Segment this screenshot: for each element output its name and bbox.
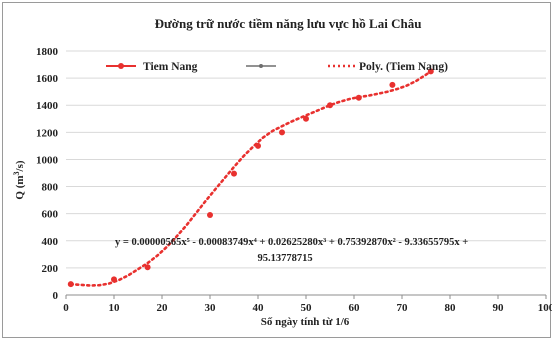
data-point [207,212,213,219]
y-tick-label: 1600 [36,73,59,85]
x-tick-label: 40 [253,302,265,314]
y-tick-label: 1400 [36,100,59,112]
data-point [231,170,237,177]
y-tick-labels: 0 200 400 600 800 1000 1200 1400 1600 1800 [36,46,59,302]
y-tick-label: 1000 [36,154,59,166]
y-tick-label: 1200 [36,127,59,139]
x-tick-label: 30 [205,302,217,314]
x-tick-label: 70 [397,302,409,314]
legend-label-poly: Poly. (Tiem Nang) [359,61,448,73]
x-tick-label: 60 [349,302,361,314]
y-tick-label: 200 [42,263,59,275]
x-tick-label: 0 [63,302,69,314]
legend-item-gray [246,64,276,68]
x-tick-label: 100 [538,302,552,314]
data-point [111,276,117,283]
y-axis-label: Q (m3/s) [12,160,26,199]
legend-item-poly: Poly. (Tiem Nang) [328,61,448,73]
data-point [144,264,151,271]
chart-title: Đường trữ nước tiềm năng lưu vực hồ Lai … [155,16,422,31]
x-tick-label: 10 [109,302,121,314]
x-tick-labels: 0 10 20 30 40 50 60 70 80 90 100 [63,302,552,314]
data-point [303,115,309,122]
tiem-nang-series [67,68,434,288]
x-axis-label: Số ngày tính từ 1/6 [261,316,350,328]
chart-canvas: Đường trữ nước tiềm năng lưu vực hồ Lai … [12,16,552,328]
y-tick-label: 800 [42,182,59,194]
x-tick-label: 50 [301,302,313,314]
y-tick-label: 400 [42,236,59,248]
legend-item-tiem-nang: Tiem Nang [106,61,198,73]
data-point [355,94,362,101]
grid-lines [66,50,546,269]
data-point [327,102,333,109]
trendline-equation-line2: 95.13778715 [257,253,312,264]
legend: Tiem Nang Poly. (Tiem Nang) [106,61,448,73]
data-point [67,281,74,288]
axes [65,294,547,299]
poly-trend-series [69,70,433,287]
y-tick-label: 600 [42,209,59,221]
trendline-equation-line1: y = 0.00000565x⁵ - 0.00083749x⁴ + 0.0262… [115,237,468,248]
data-point [255,142,261,149]
x-tick-label: 90 [493,302,505,314]
x-tick-label: 20 [157,302,169,314]
y-tick-label: 1800 [36,46,59,58]
poly-trend-line [69,70,433,287]
x-tick-label: 80 [445,302,457,314]
data-point [389,81,396,88]
y-tick-label: 0 [53,290,59,302]
chart-frame: Đường trữ nước tiềm năng lưu vực hồ Lai … [2,2,552,338]
data-point [279,129,285,136]
data-point [427,68,434,75]
legend-label-tiem-nang: Tiem Nang [143,61,198,73]
